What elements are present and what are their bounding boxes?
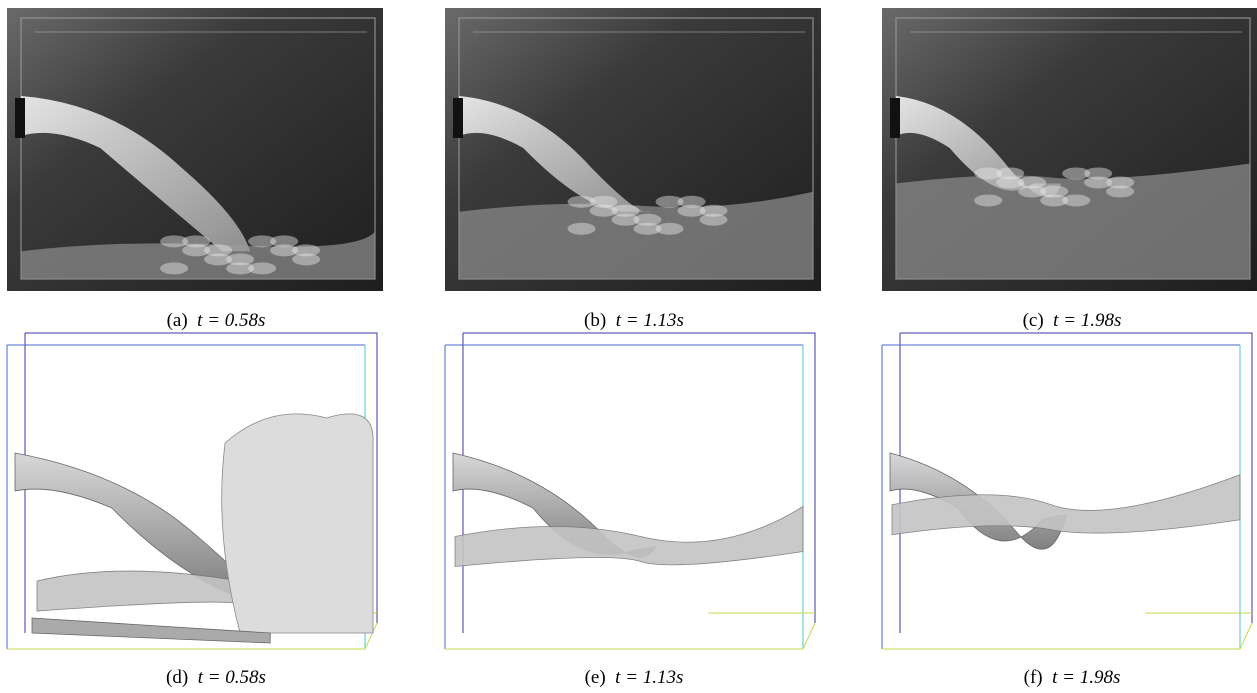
simulation — [882, 333, 1257, 651]
caption-label: (b) — [584, 310, 606, 331]
splash — [1018, 176, 1046, 188]
simulation — [445, 333, 821, 651]
figure — [0, 0, 1257, 693]
splash — [1106, 176, 1134, 188]
nozzle — [453, 98, 463, 138]
nozzle — [890, 98, 900, 138]
nozzle — [15, 98, 25, 138]
splash — [204, 244, 232, 256]
photo — [7, 8, 383, 291]
splash — [634, 214, 662, 226]
splash — [248, 262, 276, 274]
caption-math: t = 0.58s — [198, 667, 266, 688]
splash — [160, 262, 188, 274]
splash — [996, 167, 1024, 179]
splash — [1084, 167, 1112, 179]
splash — [1062, 194, 1090, 206]
splash — [974, 194, 1002, 206]
caption: (e) t = 1.13s — [424, 667, 844, 689]
photo — [882, 8, 1257, 291]
splash — [612, 205, 640, 217]
splash — [1040, 185, 1068, 197]
caption: (c) t = 1.98s — [862, 310, 1257, 332]
water-body — [896, 163, 1250, 279]
caption-label: (a) — [167, 310, 188, 331]
caption-math: t = 1.98s — [1053, 310, 1121, 331]
splash — [270, 235, 298, 247]
caption-label: (f) — [1024, 667, 1043, 688]
caption-label: (c) — [1023, 310, 1044, 331]
caption: (d) t = 0.58s — [6, 667, 426, 689]
caption-label: (d) — [166, 667, 188, 688]
splash — [656, 223, 684, 235]
splash — [292, 244, 320, 256]
caption: (a) t = 0.58s — [6, 310, 426, 332]
caption-math: t = 0.58s — [197, 310, 265, 331]
sim-splash — [222, 414, 373, 633]
splash — [226, 253, 254, 265]
caption-math: t = 1.13s — [616, 310, 684, 331]
caption-label: (e) — [585, 667, 606, 688]
splash — [590, 196, 618, 208]
simulation — [7, 333, 383, 651]
caption: (b) t = 1.13s — [424, 310, 844, 332]
splash — [700, 205, 728, 217]
splash — [182, 235, 210, 247]
caption-math: t = 1.13s — [615, 667, 683, 688]
caption-math: t = 1.98s — [1052, 667, 1120, 688]
photo — [445, 8, 821, 291]
splash — [678, 196, 706, 208]
page: {"figure": {"panels": [ {"label": "(a)",… — [0, 0, 1257, 693]
caption: (f) t = 1.98s — [862, 667, 1257, 689]
splash — [568, 223, 596, 235]
